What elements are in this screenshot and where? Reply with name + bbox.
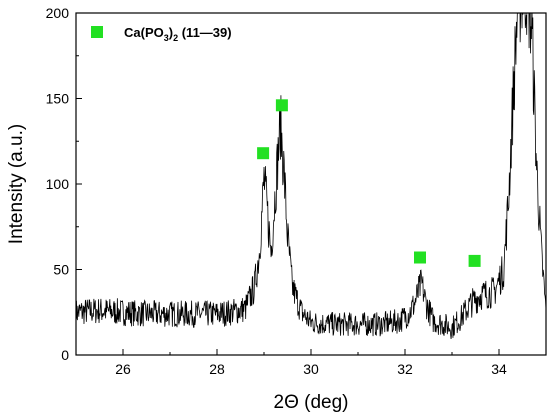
x-axis-title: 2Θ (deg) <box>274 392 349 413</box>
peak-marker-0 <box>257 147 270 160</box>
y-axis-title: Intensity (a.u.) <box>6 124 27 244</box>
y-tick-label-0: 0 <box>61 347 69 363</box>
x-tick-label-2: 30 <box>303 361 319 377</box>
legend-label: Ca(PO3)2 (11—39) <box>124 25 232 43</box>
x-tick-label-1: 28 <box>209 361 225 377</box>
y-tick-label-1: 50 <box>53 262 69 278</box>
y-tick-label-2: 100 <box>46 176 70 192</box>
y-tick-label-3: 150 <box>46 91 70 107</box>
x-tick-label-0: 26 <box>115 361 131 377</box>
series-line-0 <box>76 13 546 340</box>
peak-marker-2 <box>414 251 426 264</box>
x-tick-label-3: 32 <box>397 361 413 377</box>
peak-marker-1 <box>275 99 288 112</box>
x-tick-label-4: 34 <box>491 361 507 377</box>
legend-marker <box>91 26 103 38</box>
y-tick-label-4: 200 <box>46 5 70 21</box>
plot-frame <box>75 12 547 356</box>
legend: Ca(PO3)2 (11—39) <box>91 25 232 43</box>
peak-marker-3 <box>468 254 481 267</box>
